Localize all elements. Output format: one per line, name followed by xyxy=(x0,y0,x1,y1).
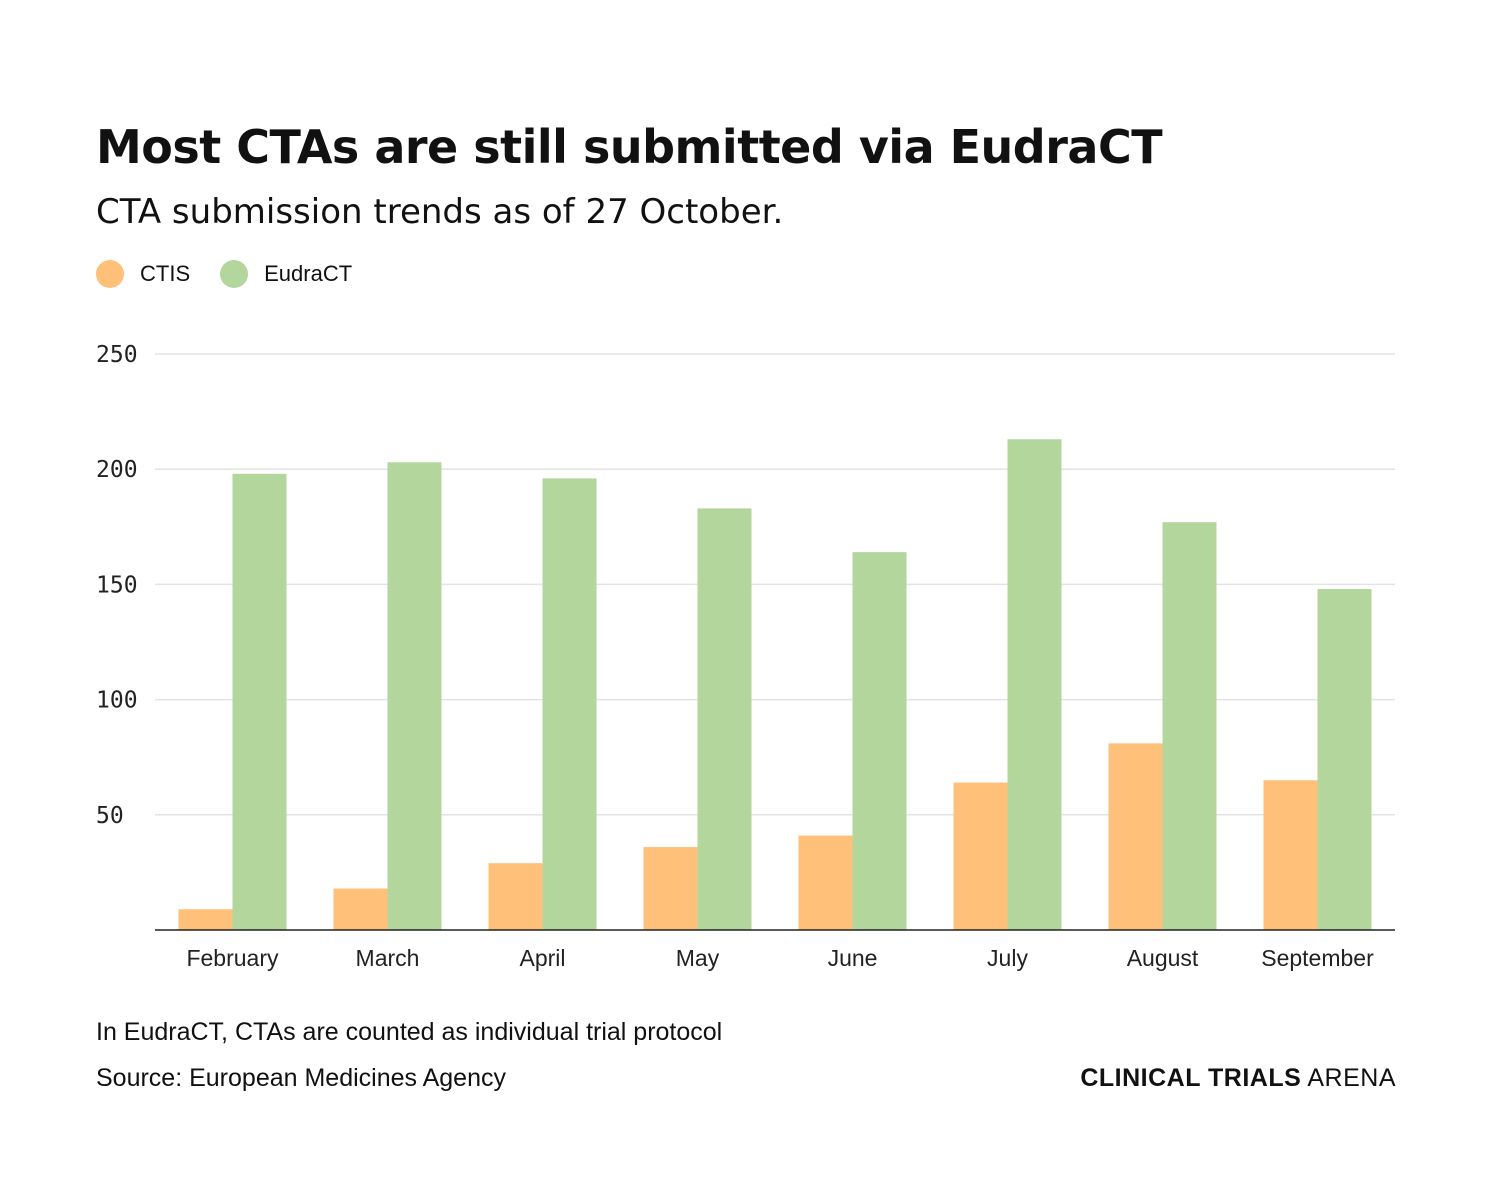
y-tick-label: 200 xyxy=(96,457,138,483)
bar-ctis xyxy=(488,863,543,930)
x-tick-label: August xyxy=(1127,945,1199,971)
legend-swatch-eudract xyxy=(220,260,249,288)
y-tick-label: 50 xyxy=(96,803,124,829)
source-note: Source: European Medicines Agency xyxy=(96,1064,506,1092)
chart-subtitle: CTA submission trends as of 27 October. xyxy=(96,192,784,232)
legend-swatch-ctis xyxy=(96,260,124,288)
bar-ctis xyxy=(643,847,698,930)
bar-eudract xyxy=(852,552,907,930)
legend: CTIS EudraCT xyxy=(96,260,382,288)
bar-eudract xyxy=(387,462,442,930)
legend-item-ctis: CTIS xyxy=(96,260,190,288)
bar-eudract xyxy=(1162,522,1217,930)
bar-eudract xyxy=(697,508,752,930)
bar-ctis xyxy=(1263,780,1318,930)
bar-ctis xyxy=(798,835,853,930)
bar-eudract xyxy=(1317,589,1372,930)
x-tick-label: July xyxy=(987,945,1028,971)
legend-label-eudract: EudraCT xyxy=(264,261,353,286)
bar-ctis xyxy=(178,909,233,930)
x-tick-label: February xyxy=(186,945,279,971)
x-tick-label: September xyxy=(1261,945,1374,971)
logo-bold-text: CLINICAL TRIALS xyxy=(1080,1064,1302,1092)
bar-eudract xyxy=(1007,439,1062,930)
x-tick-label: April xyxy=(519,945,565,971)
bar-eudract xyxy=(232,473,287,930)
legend-item-eudract: EudraCT xyxy=(220,260,352,288)
x-tick-label: June xyxy=(828,945,878,971)
footnote: In EudraCT, CTAs are counted as individu… xyxy=(96,1018,723,1046)
y-tick-label: 250 xyxy=(96,342,138,368)
bar-ctis xyxy=(1108,743,1163,930)
bar-ctis xyxy=(953,782,1008,930)
bar-ctis xyxy=(333,888,388,930)
x-tick-label: March xyxy=(356,945,420,971)
legend-label-ctis: CTIS xyxy=(140,261,191,286)
x-tick-label: May xyxy=(676,945,720,971)
brand-logo: CLINICAL TRIALS ARENA xyxy=(1080,1064,1396,1093)
y-tick-label: 100 xyxy=(96,688,138,714)
bar-eudract xyxy=(542,478,597,930)
chart-title: Most CTAs are still submitted via EudraC… xyxy=(96,120,1163,174)
logo-light-text: ARENA xyxy=(1307,1064,1396,1092)
y-tick-label: 150 xyxy=(96,572,138,598)
